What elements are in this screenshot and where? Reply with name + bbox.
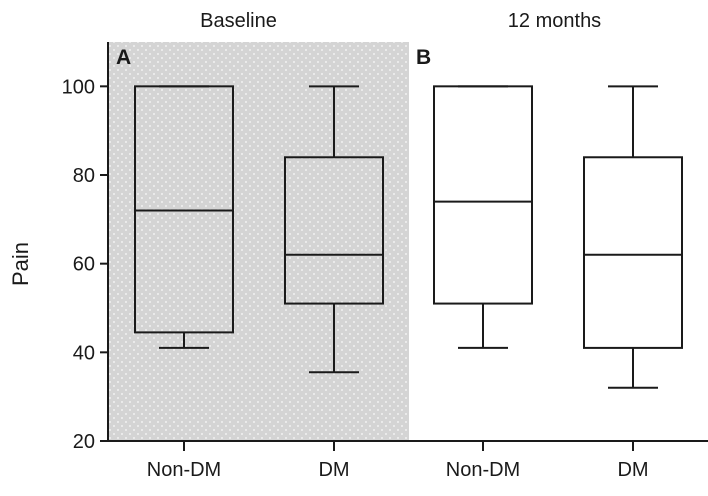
y-tick-label: 20 bbox=[73, 431, 95, 453]
panel-title: 12 months bbox=[508, 10, 601, 32]
box-dm: DM bbox=[583, 85, 683, 481]
box-dm: DM bbox=[284, 85, 384, 481]
panel-title: Baseline bbox=[200, 10, 277, 32]
panel-letter: B bbox=[416, 46, 431, 69]
box-non-dm: Non-DM bbox=[433, 85, 533, 481]
interquartile-box bbox=[433, 85, 533, 305]
interquartile-box bbox=[284, 156, 384, 305]
panel-background-dots bbox=[108, 42, 409, 441]
panel-b: 12 months B Non-DM DM bbox=[416, 10, 683, 481]
x-category-label: Non-DM bbox=[446, 459, 520, 481]
x-category-label: Non-DM bbox=[147, 459, 221, 481]
y-tick-label: 40 bbox=[73, 342, 95, 364]
interquartile-box bbox=[583, 156, 683, 349]
y-tick-label: 80 bbox=[73, 165, 95, 187]
y-axis-label: Pain bbox=[8, 242, 33, 286]
x-category-label: DM bbox=[318, 459, 349, 481]
y-tick-label: 100 bbox=[62, 76, 95, 98]
y-tick-label: 60 bbox=[73, 254, 95, 276]
panel-a: Baseline A Non-DM DM bbox=[116, 10, 384, 481]
panel-letter: A bbox=[116, 46, 131, 69]
x-category-label: DM bbox=[617, 459, 648, 481]
interquartile-box bbox=[134, 85, 234, 334]
box-non-dm: Non-DM bbox=[134, 85, 234, 481]
